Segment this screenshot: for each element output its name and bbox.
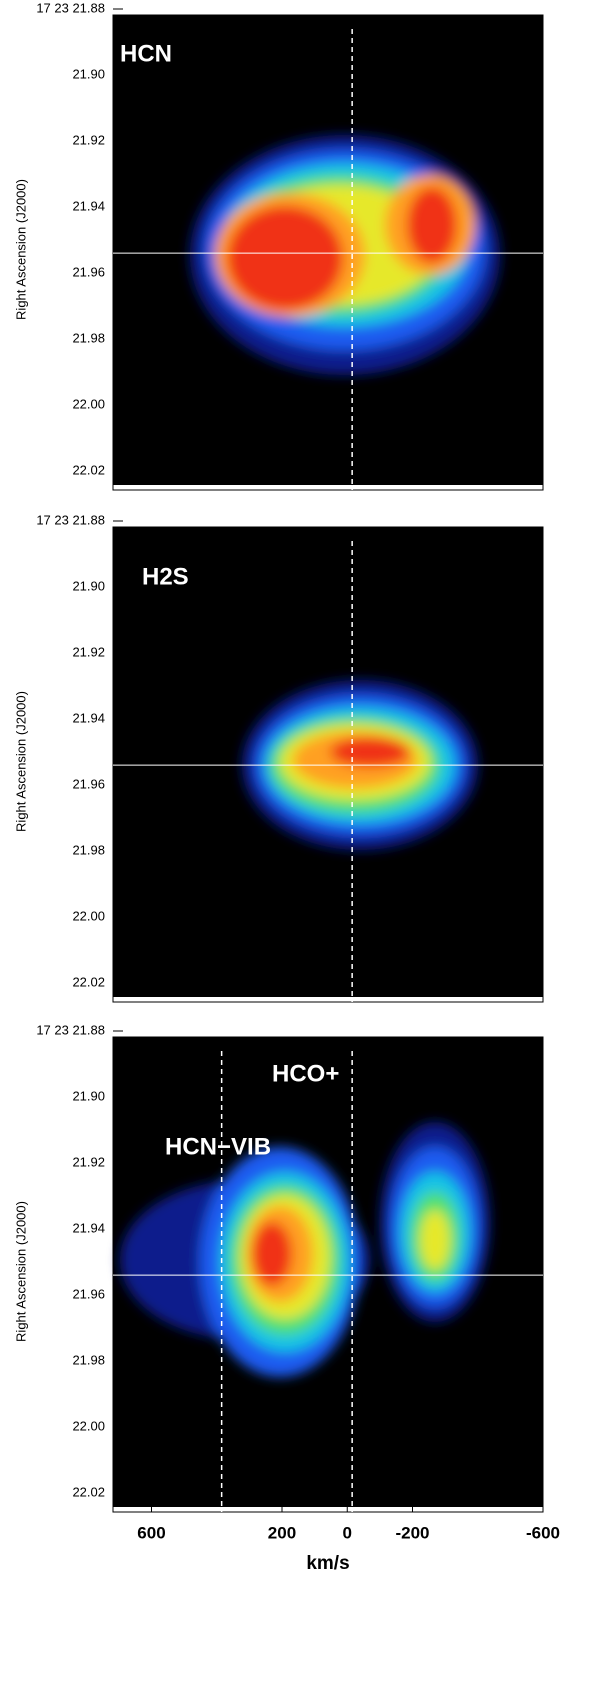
y-tick-label: 21.96: [72, 1286, 105, 1301]
x-axis-label: km/s: [306, 1553, 349, 1574]
y-tick-label: 22.00: [72, 396, 105, 411]
y-tick-label: 21.96: [72, 776, 105, 791]
y-tick-label: 21.94: [72, 1220, 105, 1235]
panel-label: HCO+: [272, 1060, 339, 1087]
y-tick-label: 21.98: [72, 1352, 105, 1367]
y-tick-label: 21.98: [72, 842, 105, 857]
x-tick-label: -600: [526, 1523, 560, 1542]
y-tick-label: 17 23 21.88: [36, 512, 105, 527]
y-tick-label: 21.94: [72, 198, 105, 213]
y-tick-label: 21.92: [72, 132, 105, 147]
panel-image: [113, 527, 543, 997]
plot-frame: [112, 14, 544, 491]
x-tick-label: 600: [137, 1523, 165, 1542]
y-tick-label: 21.90: [72, 1088, 105, 1103]
y-tick-label: 21.92: [72, 644, 105, 659]
x-tick-label: 200: [268, 1523, 296, 1542]
y-axis-label: Right Ascension (J2000): [13, 179, 28, 320]
panel-label: HCN−VIB: [165, 1133, 271, 1160]
panel-label: H2S: [142, 563, 189, 590]
y-tick-label: 22.02: [72, 462, 105, 477]
y-axis-label: Right Ascension (J2000): [13, 691, 28, 832]
panel: 17 23 21.88 21.90 21.92 21.94 21.96 21.98 22.0…: [13, 0, 544, 491]
y-tick-label: 21.90: [72, 66, 105, 81]
y-tick-label: 21.94: [72, 710, 105, 725]
x-tick-label: 0: [343, 1523, 352, 1542]
y-tick-label: 22.00: [72, 908, 105, 923]
x-tick-label: -200: [395, 1523, 429, 1542]
y-tick-label: 22.02: [72, 1484, 105, 1499]
panel: 17 23 21.88 21.90 21.92 21.94 21.96 21.98 22.0…: [13, 512, 544, 1003]
y-axis-label: Right Ascension (J2000): [13, 1201, 28, 1342]
panel-image: [113, 15, 543, 485]
plot-frame: [112, 1036, 544, 1513]
y-tick-label: 22.02: [72, 974, 105, 989]
y-tick-label: 21.90: [72, 578, 105, 593]
y-tick-label: 21.92: [72, 1154, 105, 1169]
plot-frame: [112, 526, 544, 1003]
y-tick-label: 17 23 21.88: [36, 0, 105, 15]
y-tick-label: 22.00: [72, 1418, 105, 1433]
panel: 17 23 21.88 21.90 21.92 21.94 21.96 21.98 22.0…: [13, 1022, 560, 1574]
y-tick-label: 21.96: [72, 264, 105, 279]
panel-label: HCN: [120, 40, 172, 67]
y-tick-label: 17 23 21.88: [36, 1022, 105, 1037]
y-tick-label: 21.98: [72, 330, 105, 345]
panel-image: [113, 1037, 543, 1507]
